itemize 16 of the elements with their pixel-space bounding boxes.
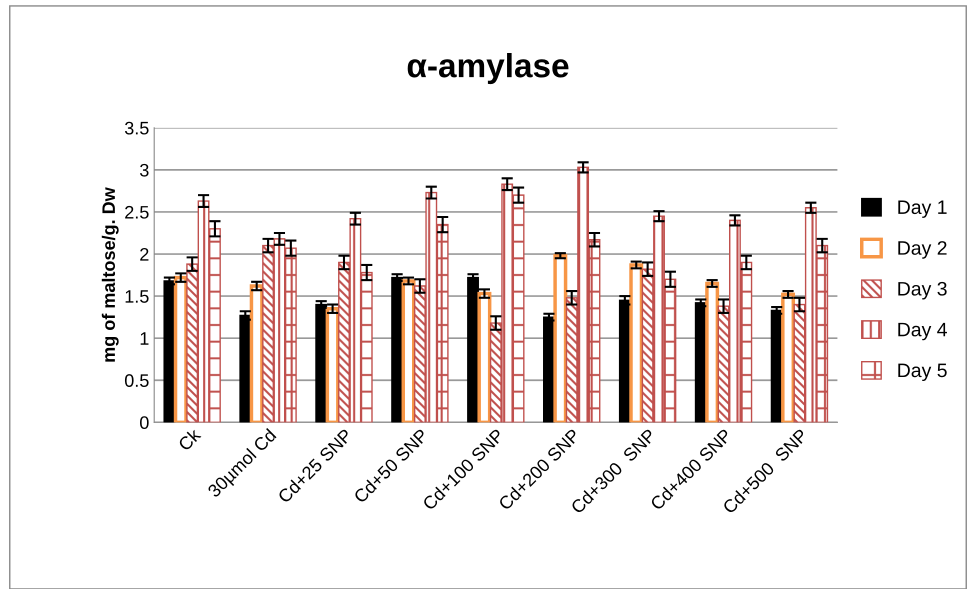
x-tick-label: Ck: [177, 427, 202, 452]
legend-label: Day 2: [898, 241, 947, 259]
y-tick-label: 3: [140, 164, 149, 177]
chart-title: α-amylase: [408, 53, 568, 84]
y-tick-label: 1: [140, 332, 148, 345]
legend-label: Day 4: [898, 322, 947, 340]
legend-label: Day 5: [898, 364, 947, 382]
y-tick-label: 3.5: [124, 122, 149, 135]
y-tick-label: 0.5: [124, 374, 149, 387]
legend-label: Day 3: [898, 282, 947, 300]
y-tick-label: 1.5: [126, 290, 149, 303]
legend-label: Day 1: [898, 200, 947, 218]
y-tick-label: 0: [140, 416, 149, 430]
y-tick-label: 2: [140, 248, 148, 261]
y-tick-label: 2.5: [125, 206, 149, 219]
y-axis-title: mg of maltose/g. Dw: [102, 187, 119, 362]
